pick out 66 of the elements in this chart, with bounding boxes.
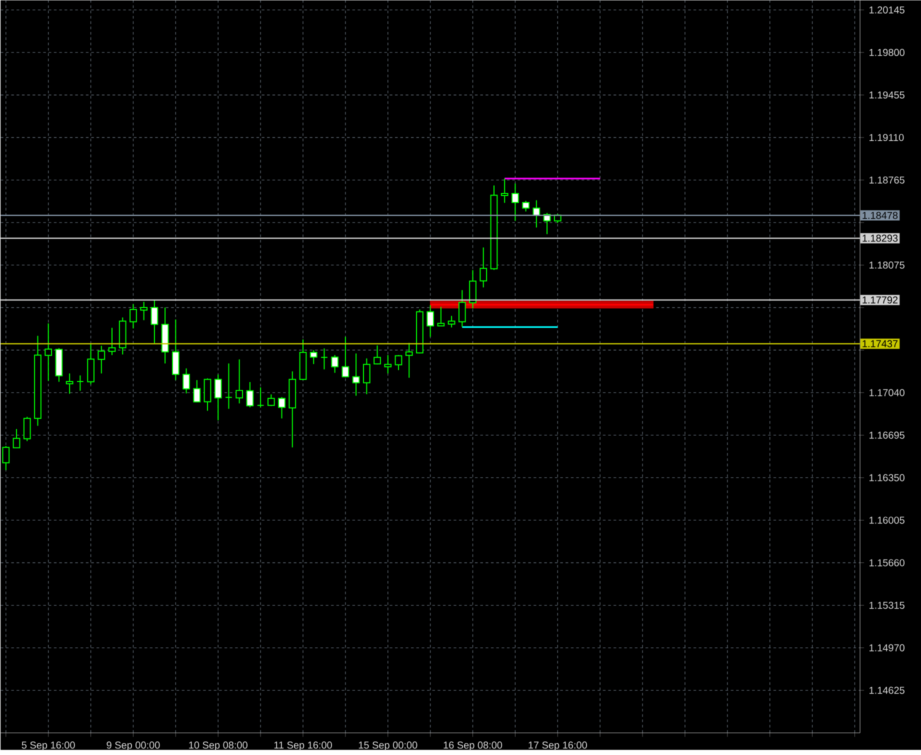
candlestick (140, 301, 148, 321)
y-tick-label: 1.16695 (870, 432, 904, 439)
candlestick (426, 304, 434, 338)
candlestick (98, 345, 106, 374)
y-tick-label: 1.14625 (870, 686, 904, 694)
candlestick (87, 342, 94, 385)
y-tick-label: 1.16350 (870, 474, 904, 482)
candlestick (437, 306, 445, 327)
candlestick (394, 354, 402, 371)
y-tick-label: 1.18075 (870, 262, 904, 269)
candlestick (448, 315, 456, 328)
candlestick (236, 358, 244, 404)
y-tick-label: 1.19800 (870, 48, 904, 56)
y-tick-label: 1.20145 (870, 6, 904, 14)
y-tick-label: 1.18765 (870, 176, 904, 184)
candlestick (246, 382, 254, 408)
candlestick (225, 362, 232, 410)
candlestick (512, 182, 519, 222)
x-tick-label: 10 Sep 08:00 (189, 742, 248, 751)
candlestick (256, 386, 264, 408)
candlestick (469, 270, 476, 309)
candlestick (66, 372, 74, 394)
candlestick (480, 246, 488, 288)
candlestick (204, 378, 212, 412)
candlestick (522, 200, 530, 212)
candlestick (130, 304, 137, 329)
candlestick (278, 396, 286, 419)
candlestick (342, 336, 350, 378)
x-tick-label: 15 Sep 00:00 (358, 742, 418, 751)
y-tick-label: 1.16005 (870, 516, 904, 524)
candlestick (150, 298, 158, 344)
ref-line-label: 1.17437 (862, 340, 898, 348)
candlestick (374, 344, 381, 365)
x-tick-label: 11 Sep 16:00 (274, 742, 332, 751)
candlestick (172, 318, 180, 381)
candlestick (331, 354, 339, 374)
y-tick-label: 1.14970 (870, 644, 904, 652)
y-tick-label: 1.15315 (870, 602, 904, 609)
ref-line-label: 1.18293 (862, 234, 898, 242)
candlestick (362, 358, 370, 395)
y-tick-label: 1.19110 (870, 134, 904, 142)
candlestick (352, 352, 360, 396)
ref-line-label: 1.17792 (862, 296, 898, 304)
candlestick (76, 374, 84, 392)
candlestick (12, 428, 20, 448)
candlestick (532, 200, 540, 228)
y-tick-label: 1.17040 (870, 389, 904, 396)
candlestick (500, 178, 508, 204)
candlestick (44, 322, 52, 382)
candlestick (193, 380, 201, 403)
x-tick-label: 9 Sep 00:00 (106, 742, 160, 751)
candlestick (182, 368, 190, 394)
x-tick-label: 5 Sep 16:00 (22, 742, 75, 751)
candlestick (384, 354, 392, 374)
candlestick (23, 416, 31, 442)
y-tick-label: 1.19455 (870, 91, 904, 99)
candlestick (458, 290, 466, 328)
x-tick-label: 16 Sep 08:00 (444, 742, 502, 751)
y-tick-label: 1.15660 (870, 559, 904, 566)
candlestick (108, 327, 116, 356)
ref-line-label: 1.18478 (862, 212, 898, 219)
candlestick (405, 342, 413, 378)
candlestick (310, 350, 318, 365)
x-tick-label: 17 Sep 16:00 (528, 742, 587, 751)
candlestick (214, 374, 222, 421)
candlestick (320, 348, 328, 370)
